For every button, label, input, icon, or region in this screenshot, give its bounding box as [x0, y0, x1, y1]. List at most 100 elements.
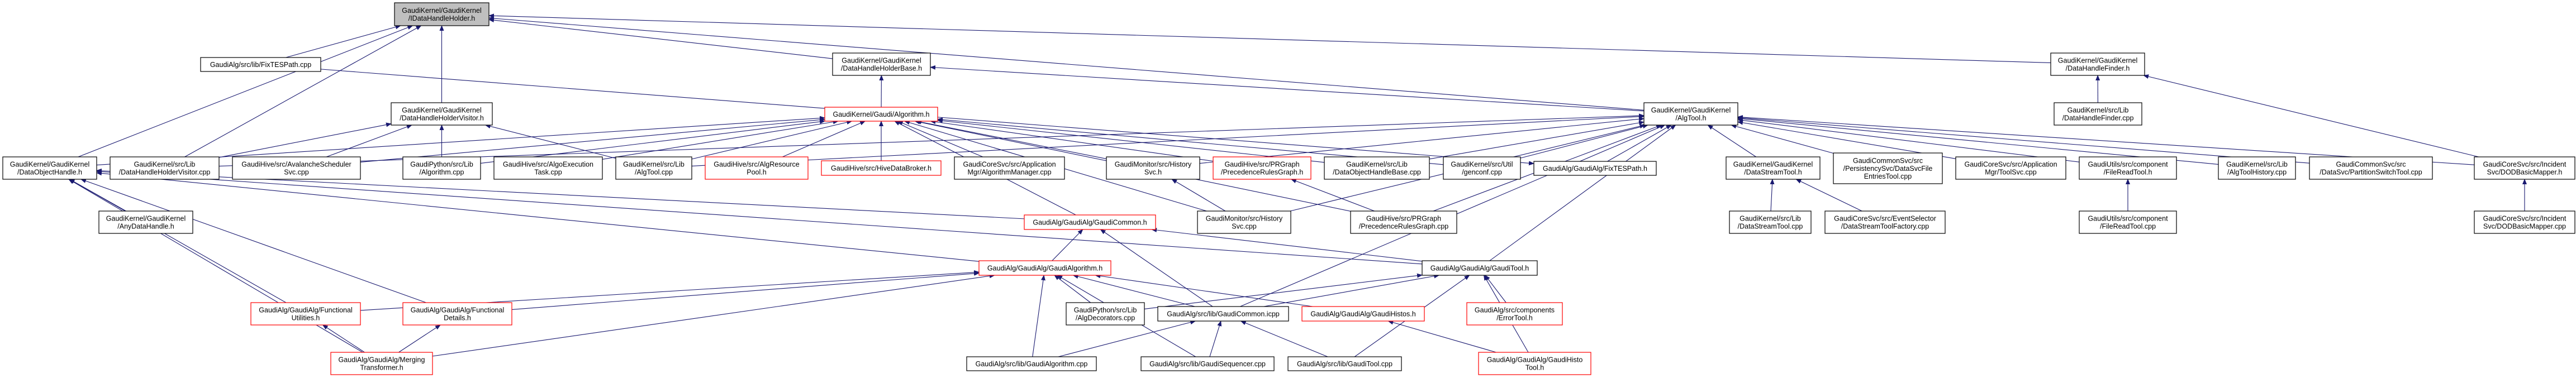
node-algtoolcpp[interactable]: GaudiKernel/src/Lib/AlgTool.cpp	[615, 156, 692, 180]
node-dstf[interactable]: GaudiCoreSvc/src/EventSelector/DataStrea…	[1824, 210, 1946, 234]
node-label: Mgr/ToolSvc.cpp	[1985, 169, 2036, 176]
node-label: GaudiAlg/GaudiAlg/Functional	[259, 307, 352, 314]
node-dodcpp[interactable]: GaudiCoreSvc/src/IncidentSvc/DODBasicMap…	[2474, 210, 2575, 234]
node-label: GaudiHive/src/AlgoExecution	[503, 161, 593, 169]
node-fixcpp[interactable]: GaudiAlg/src/lib/FixTESPath.cpp	[200, 57, 321, 72]
node-label: GaudiKernel/src/Lib	[1346, 161, 1408, 169]
node-label: EntriesTool.cpp	[1864, 173, 1912, 180]
node-frth[interactable]: GaudiUtils/src/component/FileReadTool.h	[2079, 156, 2177, 180]
edge-mt-to-fu	[322, 324, 365, 353]
node-box	[1324, 156, 1430, 180]
node-label: GaudiKernel/GaudiKernel	[10, 161, 89, 169]
node-dstcpp[interactable]: GaudiKernel/src/Lib/DataStreamTool.cpp	[1729, 210, 1812, 234]
node-gcicpp[interactable]: GaudiAlg/src/lib/GaudiCommon.icpp	[1157, 306, 1289, 322]
edge-doh-to-idh	[78, 25, 414, 157]
node-dhhvis[interactable]: GaudiKernel/GaudiKernel/DataHandleHolder…	[391, 102, 493, 126]
node-algh[interactable]: GaudiKernel/Gaudi/Algorithm.h	[824, 107, 938, 122]
node-box	[1301, 306, 1425, 322]
node-algtoolh[interactable]: GaudiKernel/GaudiKernel/AlgTool.h	[1643, 102, 1738, 126]
node-box	[1157, 306, 1289, 322]
node-dsth[interactable]: GaudiKernel/GaudiKernel/DataStreamTool.h	[1726, 156, 1821, 180]
node-box	[954, 156, 1065, 180]
node-label: GaudiCoreSvc/src/Incident	[2483, 215, 2567, 223]
node-label: GaudiAlg/src/lib/FixTESPath.cpp	[210, 61, 311, 69]
node-algmgr[interactable]: GaudiCoreSvc/src/ApplicationMgr/Algorith…	[954, 156, 1065, 180]
edge-algtoolh-to-idh	[488, 16, 1645, 111]
node-label: Svc/DODBasicMapper.h	[2487, 169, 2563, 176]
node-label: Svc/DODBasicMapper.cpp	[2483, 223, 2566, 231]
node-hivebroker[interactable]: GaudiHive/src/HiveDataBroker.h	[821, 160, 942, 176]
node-gah[interactable]: GaudiAlg/GaudiAlg/GaudiAlgorithm.h	[978, 260, 1111, 276]
node-gpalgcpp[interactable]: GaudiPython/src/Lib/Algorithm.cpp	[402, 156, 481, 180]
node-athist[interactable]: GaudiKernel/src/Lib/AlgToolHistory.cpp	[2218, 156, 2296, 180]
node-box	[2, 156, 97, 180]
edge-fd-to-gah	[511, 271, 980, 310]
node-errt[interactable]: GaudiAlg/src/components/ErrorTool.h	[1466, 302, 1563, 326]
node-prgcpp[interactable]: GaudiHive/src/PRGraph/PrecedenceRulesGra…	[1350, 210, 1457, 234]
node-label: GaudiHive/src/AlgResource	[714, 161, 800, 169]
node-gtcpp[interactable]: GaudiAlg/src/lib/GaudiTool.cpp	[1287, 356, 1402, 371]
node-toolsvc[interactable]: GaudiCoreSvc/src/ApplicationMgr/ToolSvc.…	[1955, 156, 2066, 180]
node-dhfinder[interactable]: GaudiKernel/GaudiKernel/DataHandleFinder…	[2050, 52, 2145, 76]
edge-avalanche-to-algh	[360, 117, 825, 162]
edge-gth-to-gch	[1151, 228, 1423, 262]
node-box	[824, 107, 938, 122]
node-label: GaudiAlg/src/lib/GaudiAlgorithm.cpp	[976, 360, 1088, 368]
node-pst[interactable]: GaudiCommonSvc/src/DataSvc/PartitionSwit…	[2309, 156, 2433, 180]
node-anydh[interactable]: GaudiKernel/GaudiKernel/AnyDataHandle.h	[98, 210, 193, 234]
node-dodh[interactable]: GaudiCoreSvc/src/IncidentSvc/DODBasicMap…	[2474, 156, 2575, 180]
node-dhfcpp[interactable]: GaudiKernel/src/Lib/DataHandleFinder.cpp	[2054, 102, 2142, 126]
edge-algtoolcpp-to-algh	[691, 120, 853, 160]
node-genconf[interactable]: GaudiKernel/src/Util/genconf.cpp	[1443, 156, 1521, 180]
node-label: GaudiKernel/src/Util	[1451, 161, 1513, 169]
node-algdec[interactable]: GaudiPython/src/Lib/AlgDecorators.cpp	[1066, 302, 1145, 326]
node-label: GaudiCommonSvc/src	[1853, 157, 1923, 165]
node-label: GaudiAlg/GaudiAlg/GaudiHistos.h	[1310, 310, 1415, 318]
node-doh[interactable]: GaudiKernel/GaudiKernel/DataObjectHandle…	[2, 156, 97, 180]
node-dhhviscpp[interactable]: GaudiKernel/src/Lib/DataHandleHolderVisi…	[110, 156, 220, 180]
node-dsfe[interactable]: GaudiCommonSvc/src/PersistencySvc/DataSv…	[1833, 152, 1943, 184]
node-label: /PrecedenceRulesGraph.cpp	[1359, 223, 1449, 231]
node-label: GaudiKernel/GaudiKernel	[106, 215, 186, 223]
node-prgh[interactable]: GaudiHive/src/PRGraph/PrecedenceRulesGra…	[1213, 156, 1311, 180]
node-dohbase[interactable]: GaudiKernel/src/Lib/DataObjectHandleBase…	[1324, 156, 1430, 180]
edge-genconf-to-algtoolh	[1520, 124, 1648, 159]
node-label: GaudiAlg/GaudiAlg/GaudiTool.h	[1430, 265, 1529, 272]
edge-dohbase-to-algh	[937, 118, 1325, 163]
edge-dsfe-to-algtoolh	[1731, 124, 1834, 154]
edge-dstf-to-dsth	[1795, 179, 1862, 212]
node-box	[1955, 156, 2066, 180]
node-box	[2474, 210, 2575, 234]
node-gch[interactable]: GaudiAlg/GaudiAlg/GaudiCommon.h	[1024, 214, 1156, 230]
node-label: /DataStreamTool.cpp	[1738, 223, 1803, 231]
node-gacpp[interactable]: GaudiAlg/src/lib/GaudiAlgorithm.cpp	[966, 356, 1097, 371]
node-dhhbase[interactable]: GaudiKernel/GaudiKernel/DataHandleHolder…	[832, 52, 931, 76]
node-box	[705, 156, 809, 180]
node-label: GaudiAlg/src/components	[1475, 307, 1555, 314]
edge-gacpp-to-gah	[1032, 275, 1045, 357]
node-ghh[interactable]: GaudiAlg/GaudiAlg/GaudiHistos.h	[1301, 306, 1425, 322]
node-gth[interactable]: GaudiAlg/GaudiAlg/GaudiTool.h	[1422, 260, 1538, 276]
node-box	[330, 352, 433, 375]
node-label: GaudiCommonSvc/src	[2336, 161, 2406, 169]
node-gseq[interactable]: GaudiAlg/src/lib/GaudiSequencer.cpp	[1140, 356, 1275, 371]
node-box	[1466, 302, 1563, 326]
node-label: GaudiKernel/GaudiKernel	[1733, 161, 1813, 169]
edge-algres-to-algh	[782, 121, 866, 157]
node-label: GaudiAlg/src/lib/GaudiTool.cpp	[1297, 360, 1392, 368]
node-idh[interactable]: GaudiKernel/GaudiKernel/IDataHandleHolde…	[394, 2, 489, 26]
node-frtcpp[interactable]: GaudiUtils/src/component/FileReadTool.cp…	[2079, 210, 2177, 234]
node-label: GaudiCoreSvc/src/Application	[963, 161, 1056, 169]
node-fixh[interactable]: GaudiAlg/GaudiAlg/FixTESPath.h	[1533, 161, 1657, 176]
node-box	[110, 156, 220, 180]
